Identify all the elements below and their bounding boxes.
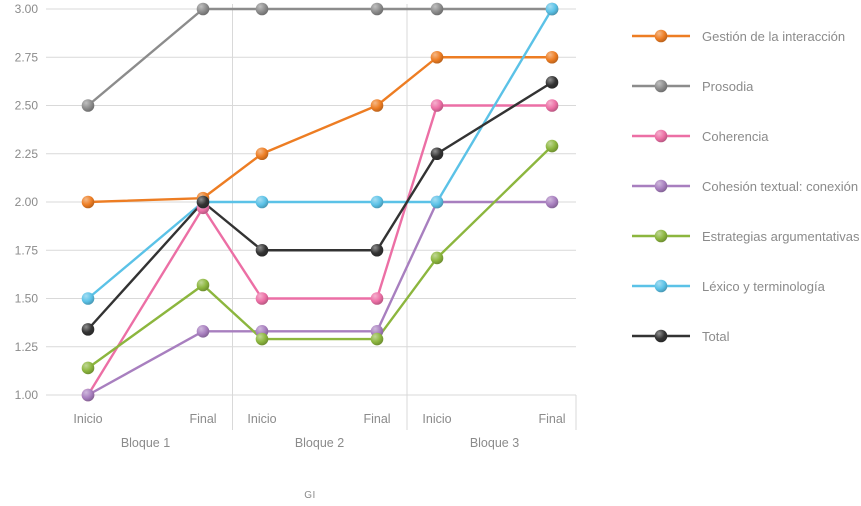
legend-item-2: Coherencia xyxy=(632,111,860,161)
y-tick-label: 1.75 xyxy=(15,243,39,257)
legend-dot xyxy=(654,279,668,293)
x-tick-label: Inicio xyxy=(247,412,276,426)
block-label: Bloque 2 xyxy=(295,436,344,450)
y-tick-label: 3.00 xyxy=(15,2,39,16)
x-tick-label: Final xyxy=(538,412,565,426)
legend-swatch xyxy=(632,179,690,193)
legend-item-1: Prosodia xyxy=(632,61,860,111)
legend-dot xyxy=(654,29,668,43)
data-point xyxy=(255,332,269,346)
y-tick-label: 1.50 xyxy=(15,292,39,306)
data-point xyxy=(81,361,95,375)
legend-item-5: Léxico y terminología xyxy=(632,261,860,311)
legend-dot xyxy=(654,329,668,343)
data-point xyxy=(545,99,559,112)
legend-dot xyxy=(654,179,668,193)
legend-swatch xyxy=(632,29,690,43)
block-label: Bloque 1 xyxy=(121,436,170,450)
legend-label: Coherencia xyxy=(702,128,769,144)
data-point xyxy=(430,2,444,16)
data-point xyxy=(196,325,210,338)
data-point xyxy=(81,323,95,336)
legend-item-6: Total xyxy=(632,311,860,361)
y-tick-label: 2.50 xyxy=(15,99,39,113)
legend-item-3: Cohesión textual: conexión xyxy=(632,161,860,211)
data-point xyxy=(430,99,444,112)
data-point xyxy=(430,147,444,161)
legend-swatch xyxy=(632,279,690,293)
legend-label: Cohesión textual: conexión xyxy=(702,178,859,194)
series-line-3 xyxy=(87,200,552,397)
legend-dot xyxy=(654,229,668,243)
legend-label: Total xyxy=(702,328,730,344)
legend-label: Léxico y terminología xyxy=(702,278,825,294)
data-point xyxy=(545,139,559,153)
data-point xyxy=(196,278,210,292)
series-line-2 xyxy=(86,104,552,396)
series-line-0 xyxy=(87,56,552,204)
legend-item-0: Gestión de la interacción xyxy=(632,11,860,61)
line-chart: 1.00 1.25 1.50 1.75 2.00 2.25 2.50 2.75 3.00 Inic… xyxy=(15,2,577,450)
data-point xyxy=(255,243,269,257)
block-label: Bloque 3 xyxy=(470,436,519,450)
data-point xyxy=(370,99,384,112)
y-tick-label: 2.00 xyxy=(15,195,39,209)
y-tick-label: 2.25 xyxy=(15,147,39,161)
data-point xyxy=(545,195,559,209)
legend-label: Estrategias argumentativas xyxy=(702,228,860,244)
y-tick-label: 1.25 xyxy=(15,340,39,354)
data-point xyxy=(81,292,95,305)
data-point xyxy=(370,195,384,209)
data-point xyxy=(545,76,559,89)
data-point xyxy=(545,2,559,16)
series-line-6 xyxy=(87,81,553,331)
x-axis-title: GI xyxy=(304,490,316,501)
data-point xyxy=(370,292,384,305)
x-tick-label: Final xyxy=(363,412,390,426)
legend-swatch xyxy=(632,229,690,243)
y-tick-label: 1.00 xyxy=(15,388,39,402)
data-point xyxy=(255,2,269,16)
data-point xyxy=(81,195,95,209)
legend-label: Prosodia xyxy=(702,78,754,94)
data-point xyxy=(545,50,559,64)
chart-legend: Gestión de la interacción Prosodia Coheren… xyxy=(632,11,860,361)
legend-dot xyxy=(654,129,668,143)
legend-swatch xyxy=(632,329,690,343)
legend-item-4: Estrategias argumentativas xyxy=(632,211,860,261)
y-tick-label: 2.75 xyxy=(15,50,39,64)
data-point xyxy=(430,50,444,64)
data-point xyxy=(81,99,95,112)
x-tick-label: Inicio xyxy=(422,412,451,426)
legend-dot xyxy=(654,79,668,93)
data-point xyxy=(370,2,384,16)
data-point xyxy=(370,332,384,346)
data-point xyxy=(255,292,269,305)
data-point xyxy=(255,195,269,209)
data-point xyxy=(196,195,210,209)
data-point xyxy=(81,388,95,402)
data-point xyxy=(430,251,444,265)
data-point xyxy=(370,243,384,257)
data-point xyxy=(255,147,269,161)
x-tick-label: Final xyxy=(189,412,216,426)
data-point xyxy=(196,2,210,16)
legend-label: Gestión de la interacción xyxy=(702,28,846,44)
legend-swatch xyxy=(632,79,690,93)
legend-swatch xyxy=(632,129,690,143)
series-line-4 xyxy=(87,145,553,369)
x-tick-label: Inicio xyxy=(73,412,102,426)
series-line-1 xyxy=(87,7,552,107)
series-line-5 xyxy=(87,8,554,300)
data-point xyxy=(430,195,444,209)
